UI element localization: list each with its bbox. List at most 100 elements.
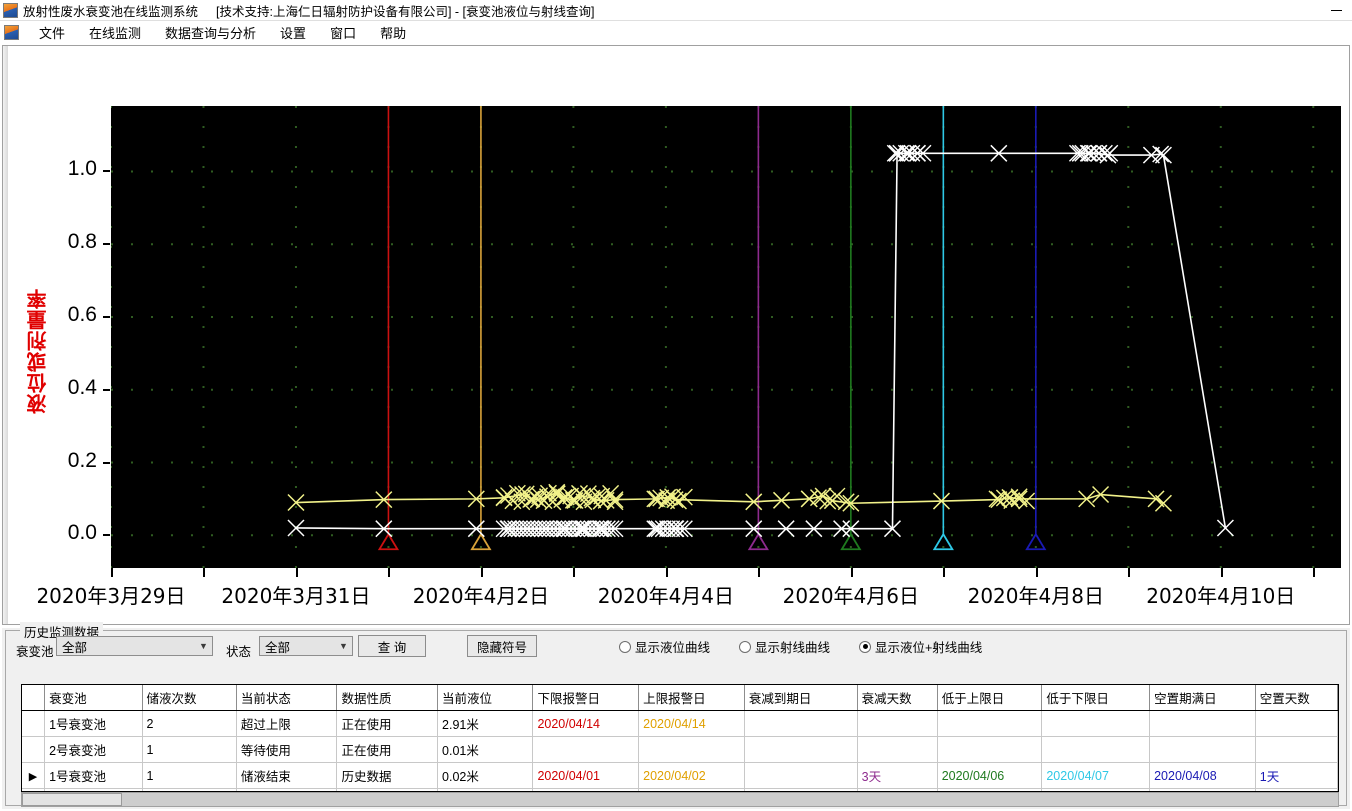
table-cell[interactable]: 2号衰变池 xyxy=(44,736,143,763)
window-title: 放射性废水衰变池在线监测系统 xyxy=(23,4,199,19)
table-cell[interactable] xyxy=(937,710,1043,737)
table-cell[interactable] xyxy=(532,788,640,791)
menu-item-window[interactable]: 窗口 xyxy=(330,25,357,41)
table-cell[interactable]: 2020/04/01 xyxy=(532,762,640,789)
table-cell[interactable] xyxy=(1041,788,1151,791)
table-cell[interactable] xyxy=(744,788,858,791)
column-header[interactable]: 低于上限日 xyxy=(937,685,1043,711)
y-tick-label: 0.2 xyxy=(67,448,97,472)
table-cell[interactable]: 2020/04/14 xyxy=(532,710,640,737)
history-data-grid[interactable]: 衰变池 储液次数 当前状态 数据性质 当前液位 下限报警日 上限报警日 衰减到期日 衰减天数 低于… xyxy=(21,684,1339,792)
hide-symbol-button[interactable]: 隐藏符号 xyxy=(467,635,537,657)
table-cell[interactable]: 1天 xyxy=(1255,762,1338,789)
table-cell[interactable] xyxy=(937,736,1043,763)
table-cell[interactable] xyxy=(1149,788,1256,791)
column-header[interactable]: 低于下限日 xyxy=(1041,685,1151,711)
table-cell[interactable]: 0.02米 xyxy=(437,762,534,789)
table-cell[interactable]: 2020/04/06 xyxy=(937,762,1043,789)
column-header[interactable]: 当前液位 xyxy=(437,685,534,711)
table-cell[interactable] xyxy=(744,710,858,737)
table-cell[interactable] xyxy=(1255,788,1338,791)
table-cell[interactable] xyxy=(1149,736,1256,763)
row-header-cell[interactable] xyxy=(22,736,46,763)
table-cell[interactable] xyxy=(44,788,143,791)
column-header[interactable]: 空置天数 xyxy=(1255,685,1338,711)
menu-item-settings[interactable]: 设置 xyxy=(280,25,307,41)
table-cell[interactable]: 2.91米 xyxy=(437,710,534,737)
table-cell[interactable] xyxy=(937,788,1043,791)
y-tick-mark xyxy=(103,388,110,391)
table-cell[interactable] xyxy=(857,788,938,791)
x-tick-label: 2020年4月10日 xyxy=(1146,584,1296,608)
column-header[interactable]: 空置期满日 xyxy=(1149,685,1256,711)
table-cell[interactable]: 正在使用 xyxy=(336,710,439,737)
table-cell[interactable] xyxy=(1255,736,1338,763)
table-cell[interactable]: 储液结束 xyxy=(236,762,338,789)
table-cell[interactable] xyxy=(142,788,237,791)
row-header-cell[interactable]: ▶ xyxy=(22,762,46,789)
minimize-button[interactable] xyxy=(1320,0,1352,20)
table-row[interactable]: 1号衰变池 2 超过上限 正在使用 2.91米 2020/04/14 2020/04/14 xyxy=(22,710,1338,737)
radio-show-level-curve[interactable]: 显示液位曲线 xyxy=(619,637,710,656)
column-header[interactable]: 衰减到期日 xyxy=(744,685,858,711)
table-cell[interactable]: 1号衰变池 xyxy=(44,762,143,789)
table-cell[interactable]: 1 xyxy=(142,736,237,763)
table-cell[interactable]: 0.01米 xyxy=(437,736,534,763)
menu-item-monitor[interactable]: 在线监测 xyxy=(89,25,142,41)
table-cell[interactable]: 2020/04/02 xyxy=(638,762,745,789)
table-cell[interactable]: 2020/04/07 xyxy=(1041,762,1151,789)
menu-item-file[interactable]: 文件 xyxy=(39,25,66,41)
radio-label: 显示液位+射线曲线 xyxy=(875,641,983,655)
column-header[interactable]: 下限报警日 xyxy=(532,685,640,711)
table-cell[interactable] xyxy=(437,788,534,791)
table-cell[interactable]: 超过上限 xyxy=(236,710,338,737)
table-cell[interactable] xyxy=(638,788,745,791)
scrollbar-thumb[interactable] xyxy=(22,793,122,806)
table-cell[interactable] xyxy=(1041,736,1151,763)
table-cell[interactable]: 正在使用 xyxy=(336,736,439,763)
column-header[interactable]: 衰减天数 xyxy=(857,685,938,711)
row-header-cell[interactable]: ✳ xyxy=(22,788,46,791)
column-header[interactable]: 衰变池 xyxy=(44,685,143,711)
table-cell[interactable]: 2020/04/14 xyxy=(638,710,745,737)
table-cell[interactable]: 等待使用 xyxy=(236,736,338,763)
table-cell[interactable] xyxy=(1149,710,1256,737)
table-cell[interactable] xyxy=(744,736,858,763)
table-cell[interactable]: 3天 xyxy=(857,762,938,789)
chart-title: 1号衰变池第1次储液的液位和射线混合曲线 xyxy=(3,621,1349,624)
plot-area[interactable] xyxy=(111,106,1341,568)
radio-show-radiation-curve[interactable]: 显示射线曲线 xyxy=(739,637,830,656)
table-cell[interactable]: 历史数据 xyxy=(336,762,439,789)
grid-horizontal-scrollbar[interactable] xyxy=(21,792,1339,807)
table-cell[interactable] xyxy=(857,736,938,763)
x-tick-mark xyxy=(480,568,483,577)
status-filter-value: 全部 xyxy=(265,640,291,655)
table-cell[interactable]: 2 xyxy=(142,710,237,737)
table-row[interactable]: 2号衰变池 1 等待使用 正在使用 0.01米 xyxy=(22,736,1338,763)
column-header[interactable]: 储液次数 xyxy=(142,685,237,711)
column-header[interactable]: 数据性质 xyxy=(336,685,439,711)
table-cell[interactable] xyxy=(236,788,338,791)
column-header[interactable]: 当前状态 xyxy=(236,685,338,711)
table-cell[interactable]: 1号衰变池 xyxy=(44,710,143,737)
pool-filter-combo[interactable]: 全部 ▼ xyxy=(56,636,213,656)
table-cell[interactable]: 1 xyxy=(142,762,237,789)
table-row[interactable]: ✳ xyxy=(22,788,1338,791)
menu-item-query[interactable]: 数据查询与分析 xyxy=(165,25,257,41)
table-cell[interactable] xyxy=(532,736,640,763)
query-button[interactable]: 查 询 xyxy=(358,635,426,657)
row-header-cell[interactable] xyxy=(22,710,46,737)
status-filter-combo[interactable]: 全部 ▼ xyxy=(259,636,353,656)
table-row[interactable]: ▶ 1号衰变池 1 储液结束 历史数据 0.02米 2020/04/01 2020/04/02… xyxy=(22,762,1338,789)
table-cell[interactable] xyxy=(638,736,745,763)
table-cell[interactable] xyxy=(1041,710,1151,737)
table-cell[interactable]: 2020/04/08 xyxy=(1149,762,1256,789)
table-cell[interactable] xyxy=(1255,710,1338,737)
menu-item-help[interactable]: 帮助 xyxy=(380,25,407,41)
column-header[interactable]: 上限报警日 xyxy=(638,685,745,711)
table-cell[interactable]: 2020/04/05 xyxy=(744,762,858,789)
data-table: 衰变池 储液次数 当前状态 数据性质 当前液位 下限报警日 上限报警日 衰减到期日 衰减天数 低于… xyxy=(22,685,1338,791)
table-cell[interactable] xyxy=(857,710,938,737)
radio-show-both-curves[interactable]: 显示液位+射线曲线 xyxy=(859,637,982,656)
table-cell[interactable] xyxy=(336,788,439,791)
